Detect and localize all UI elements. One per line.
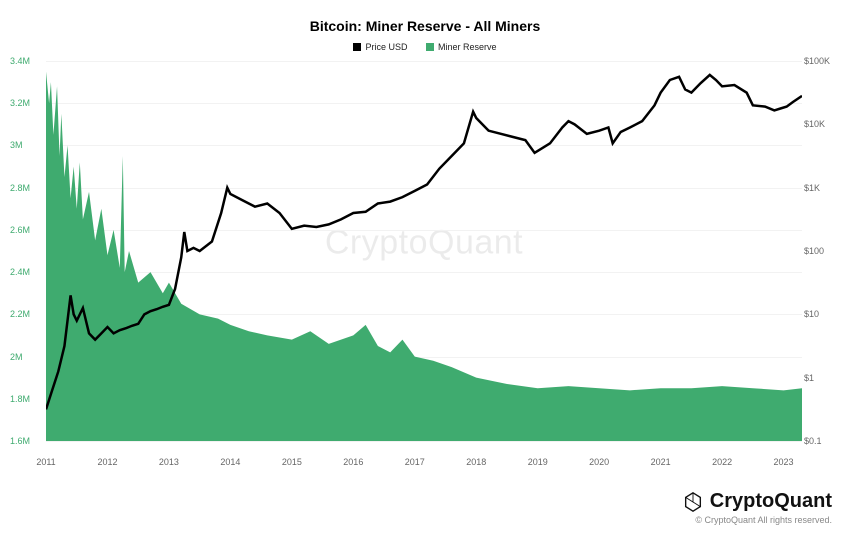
chart-title: Bitcoin: Miner Reserve - All Miners [10, 18, 840, 34]
y-left-tick: 2.4M [10, 267, 30, 277]
legend-label-reserve: Miner Reserve [438, 42, 497, 52]
x-tick: 2015 [282, 457, 302, 467]
y-left-tick: 2.8M [10, 183, 30, 193]
chart-container: Bitcoin: Miner Reserve - All Miners Pric… [10, 18, 840, 480]
footer: CryptoQuant © CryptoQuant All rights res… [682, 490, 832, 525]
y-left-tick: 2.6M [10, 225, 30, 235]
brand-text: CryptoQuant [710, 490, 832, 513]
chart-svg [46, 61, 802, 441]
x-tick: 2021 [651, 457, 671, 467]
x-tick: 2012 [97, 457, 117, 467]
copyright-text: © CryptoQuant All rights reserved. [682, 515, 832, 525]
y-left-tick: 3.2M [10, 98, 30, 108]
grid-line [46, 441, 802, 442]
brand-logo-icon [682, 491, 704, 513]
y-right-tick: $1K [804, 183, 820, 193]
x-tick: 2022 [712, 457, 732, 467]
y-left-tick: 1.6M [10, 436, 30, 446]
legend-swatch-reserve [426, 43, 434, 51]
legend-item-price: Price USD [353, 42, 407, 52]
legend-label-price: Price USD [365, 42, 407, 52]
y-left-tick: 3.4M [10, 56, 30, 66]
x-tick: 2023 [774, 457, 794, 467]
plot-area: CryptoQuant 1.6M1.8M2M2.2M2.4M2.6M2.8M3M… [46, 61, 802, 441]
chart-legend: Price USD Miner Reserve [10, 42, 840, 53]
x-tick: 2011 [36, 457, 55, 467]
y-left-tick: 3M [10, 140, 23, 150]
miner-reserve-area [46, 72, 802, 441]
y-left-tick: 1.8M [10, 394, 30, 404]
y-right-tick: $100 [804, 246, 824, 256]
y-right-tick: $0.1 [804, 436, 822, 446]
y-right-tick: $1 [804, 373, 814, 383]
y-axis-right: $0.1$1$10$100$1K$10K$100K [804, 61, 840, 441]
x-tick: 2018 [466, 457, 486, 467]
y-right-tick: $10K [804, 119, 825, 129]
legend-swatch-price [353, 43, 361, 51]
brand: CryptoQuant [682, 490, 832, 513]
y-left-tick: 2.2M [10, 309, 30, 319]
y-right-tick: $100K [804, 56, 830, 66]
y-right-tick: $10 [804, 309, 819, 319]
x-tick: 2013 [159, 457, 179, 467]
legend-item-reserve: Miner Reserve [426, 42, 497, 52]
y-axis-left: 1.6M1.8M2M2.2M2.4M2.6M2.8M3M3.2M3.4M [10, 61, 44, 441]
x-tick: 2014 [220, 457, 240, 467]
x-tick: 2017 [405, 457, 425, 467]
y-left-tick: 2M [10, 352, 23, 362]
x-tick: 2020 [589, 457, 609, 467]
x-tick: 2016 [343, 457, 363, 467]
x-tick: 2019 [528, 457, 548, 467]
